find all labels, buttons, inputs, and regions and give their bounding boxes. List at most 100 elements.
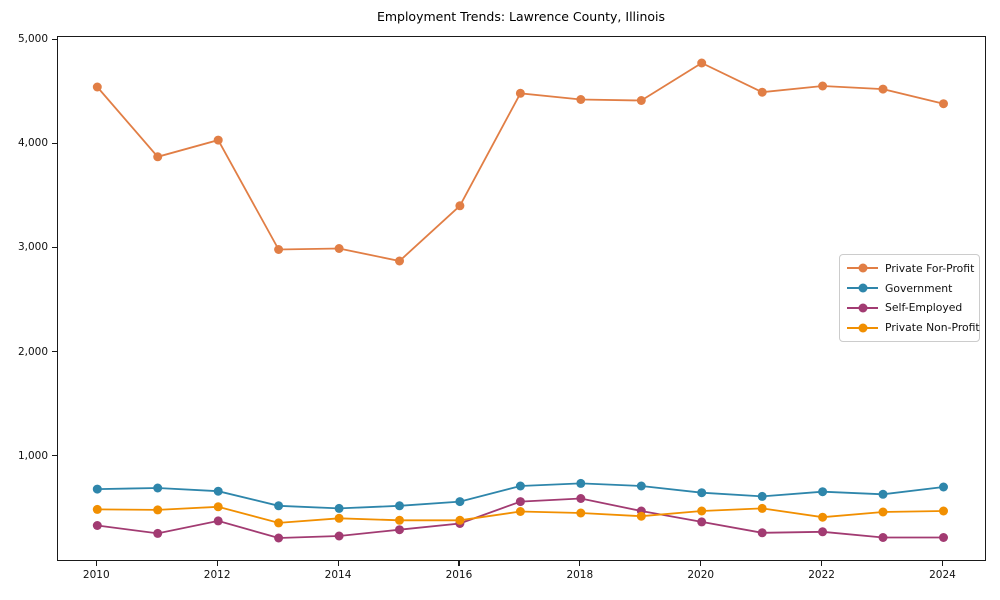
chart-title: Employment Trends: Lawrence County, Illi… [376,9,666,24]
data-point [334,531,344,541]
y-tick-mark [52,455,57,457]
data-point [878,489,888,499]
plot-area [57,36,986,561]
legend-item-government: Government [847,279,972,298]
legend-item-self-employed: Self-Employed [847,298,972,317]
data-point [818,487,828,497]
data-point [92,82,102,92]
data-point [153,505,163,515]
y-tick-mark [52,246,57,249]
data-point [878,507,888,517]
data-point [92,521,102,530]
data-point [515,507,525,516]
data-point [636,511,646,521]
data-point [213,135,223,145]
x-tick-mark [458,561,460,566]
legend-label: Government [885,281,953,295]
data-point [395,515,404,525]
data-point [274,501,284,511]
data-point [515,88,525,98]
data-point [274,533,284,543]
legend-line-marker-icon [847,283,878,293]
data-point [213,516,223,526]
data-point [939,482,948,492]
data-point [697,488,707,498]
legend-line-marker-icon [847,263,878,273]
data-point [515,497,525,507]
data-point [576,478,586,488]
legend-dot-icon [858,303,867,313]
data-point [939,533,948,542]
data-point [818,527,828,537]
data-point [515,481,525,491]
x-tick-mark [579,561,581,566]
y-tick-label: 4,000 [17,137,48,150]
x-tick-mark [216,561,218,566]
data-point [92,484,102,494]
x-tick-label: 2024 [929,569,956,581]
legend: Private For-Profit Government Self-Employe… [839,254,980,342]
data-point [274,518,284,528]
data-point [636,96,646,105]
x-tick-label: 2014 [324,569,352,581]
legend-dot-icon [858,323,867,333]
data-point [818,512,828,522]
x-tick-label: 2018 [566,569,594,581]
data-point [153,152,163,162]
data-point [395,525,404,535]
x-tick-mark [941,561,944,566]
y-tick-mark [52,351,57,353]
data-point [153,483,163,493]
data-point [757,87,767,97]
data-point [939,99,948,109]
legend-line-marker-icon [847,323,878,333]
data-point [334,513,344,523]
x-tick-mark [821,561,823,566]
series-lines [92,58,948,543]
data-point [334,244,344,253]
y-tick-label: 5,000 [17,33,48,46]
legend-label: Self-Employed [885,301,963,315]
data-point [757,528,767,538]
data-point [455,515,465,525]
x-tick-mark [700,561,702,566]
data-point [576,508,586,518]
y-tick-mark [52,38,57,40]
y-tick-label: 3,000 [17,241,48,254]
data-point [878,533,888,542]
x-tick-label: 2022 [808,569,835,581]
x-tick-label: 2012 [203,569,231,581]
legend-label: Private Non-Profit [885,321,980,335]
data-point [455,201,465,211]
data-point [697,517,707,527]
data-point [636,481,646,491]
data-point [757,491,767,501]
y-tick-label: 2,000 [17,345,48,358]
x-tick-label: 2020 [687,569,715,581]
data-point [395,256,404,266]
data-point [92,504,102,514]
x-tick-label: 2010 [82,569,110,581]
legend-label: Private For-Profit [885,261,975,275]
y-tick-mark [52,142,57,144]
data-point [274,245,284,254]
data-point [939,506,948,516]
data-point [213,502,223,512]
x-tick-mark [337,561,339,566]
data-point [334,503,344,513]
x-tick-label: 2016 [445,569,473,581]
data-point [697,506,707,516]
data-point [455,497,465,507]
data-point [818,81,828,91]
legend-item-private-for-profit: Private For-Profit [847,259,975,278]
x-tick-mark [95,561,97,566]
y-tick-label: 1,000 [17,449,48,462]
data-point [757,503,767,513]
legend-line-marker-icon [847,303,878,313]
data-point [153,528,163,538]
legend-item-private-non-profit: Private Non-Profit [847,318,980,337]
legend-dot-icon [858,283,867,293]
data-point [576,494,586,503]
legend-dot-icon [858,263,867,273]
